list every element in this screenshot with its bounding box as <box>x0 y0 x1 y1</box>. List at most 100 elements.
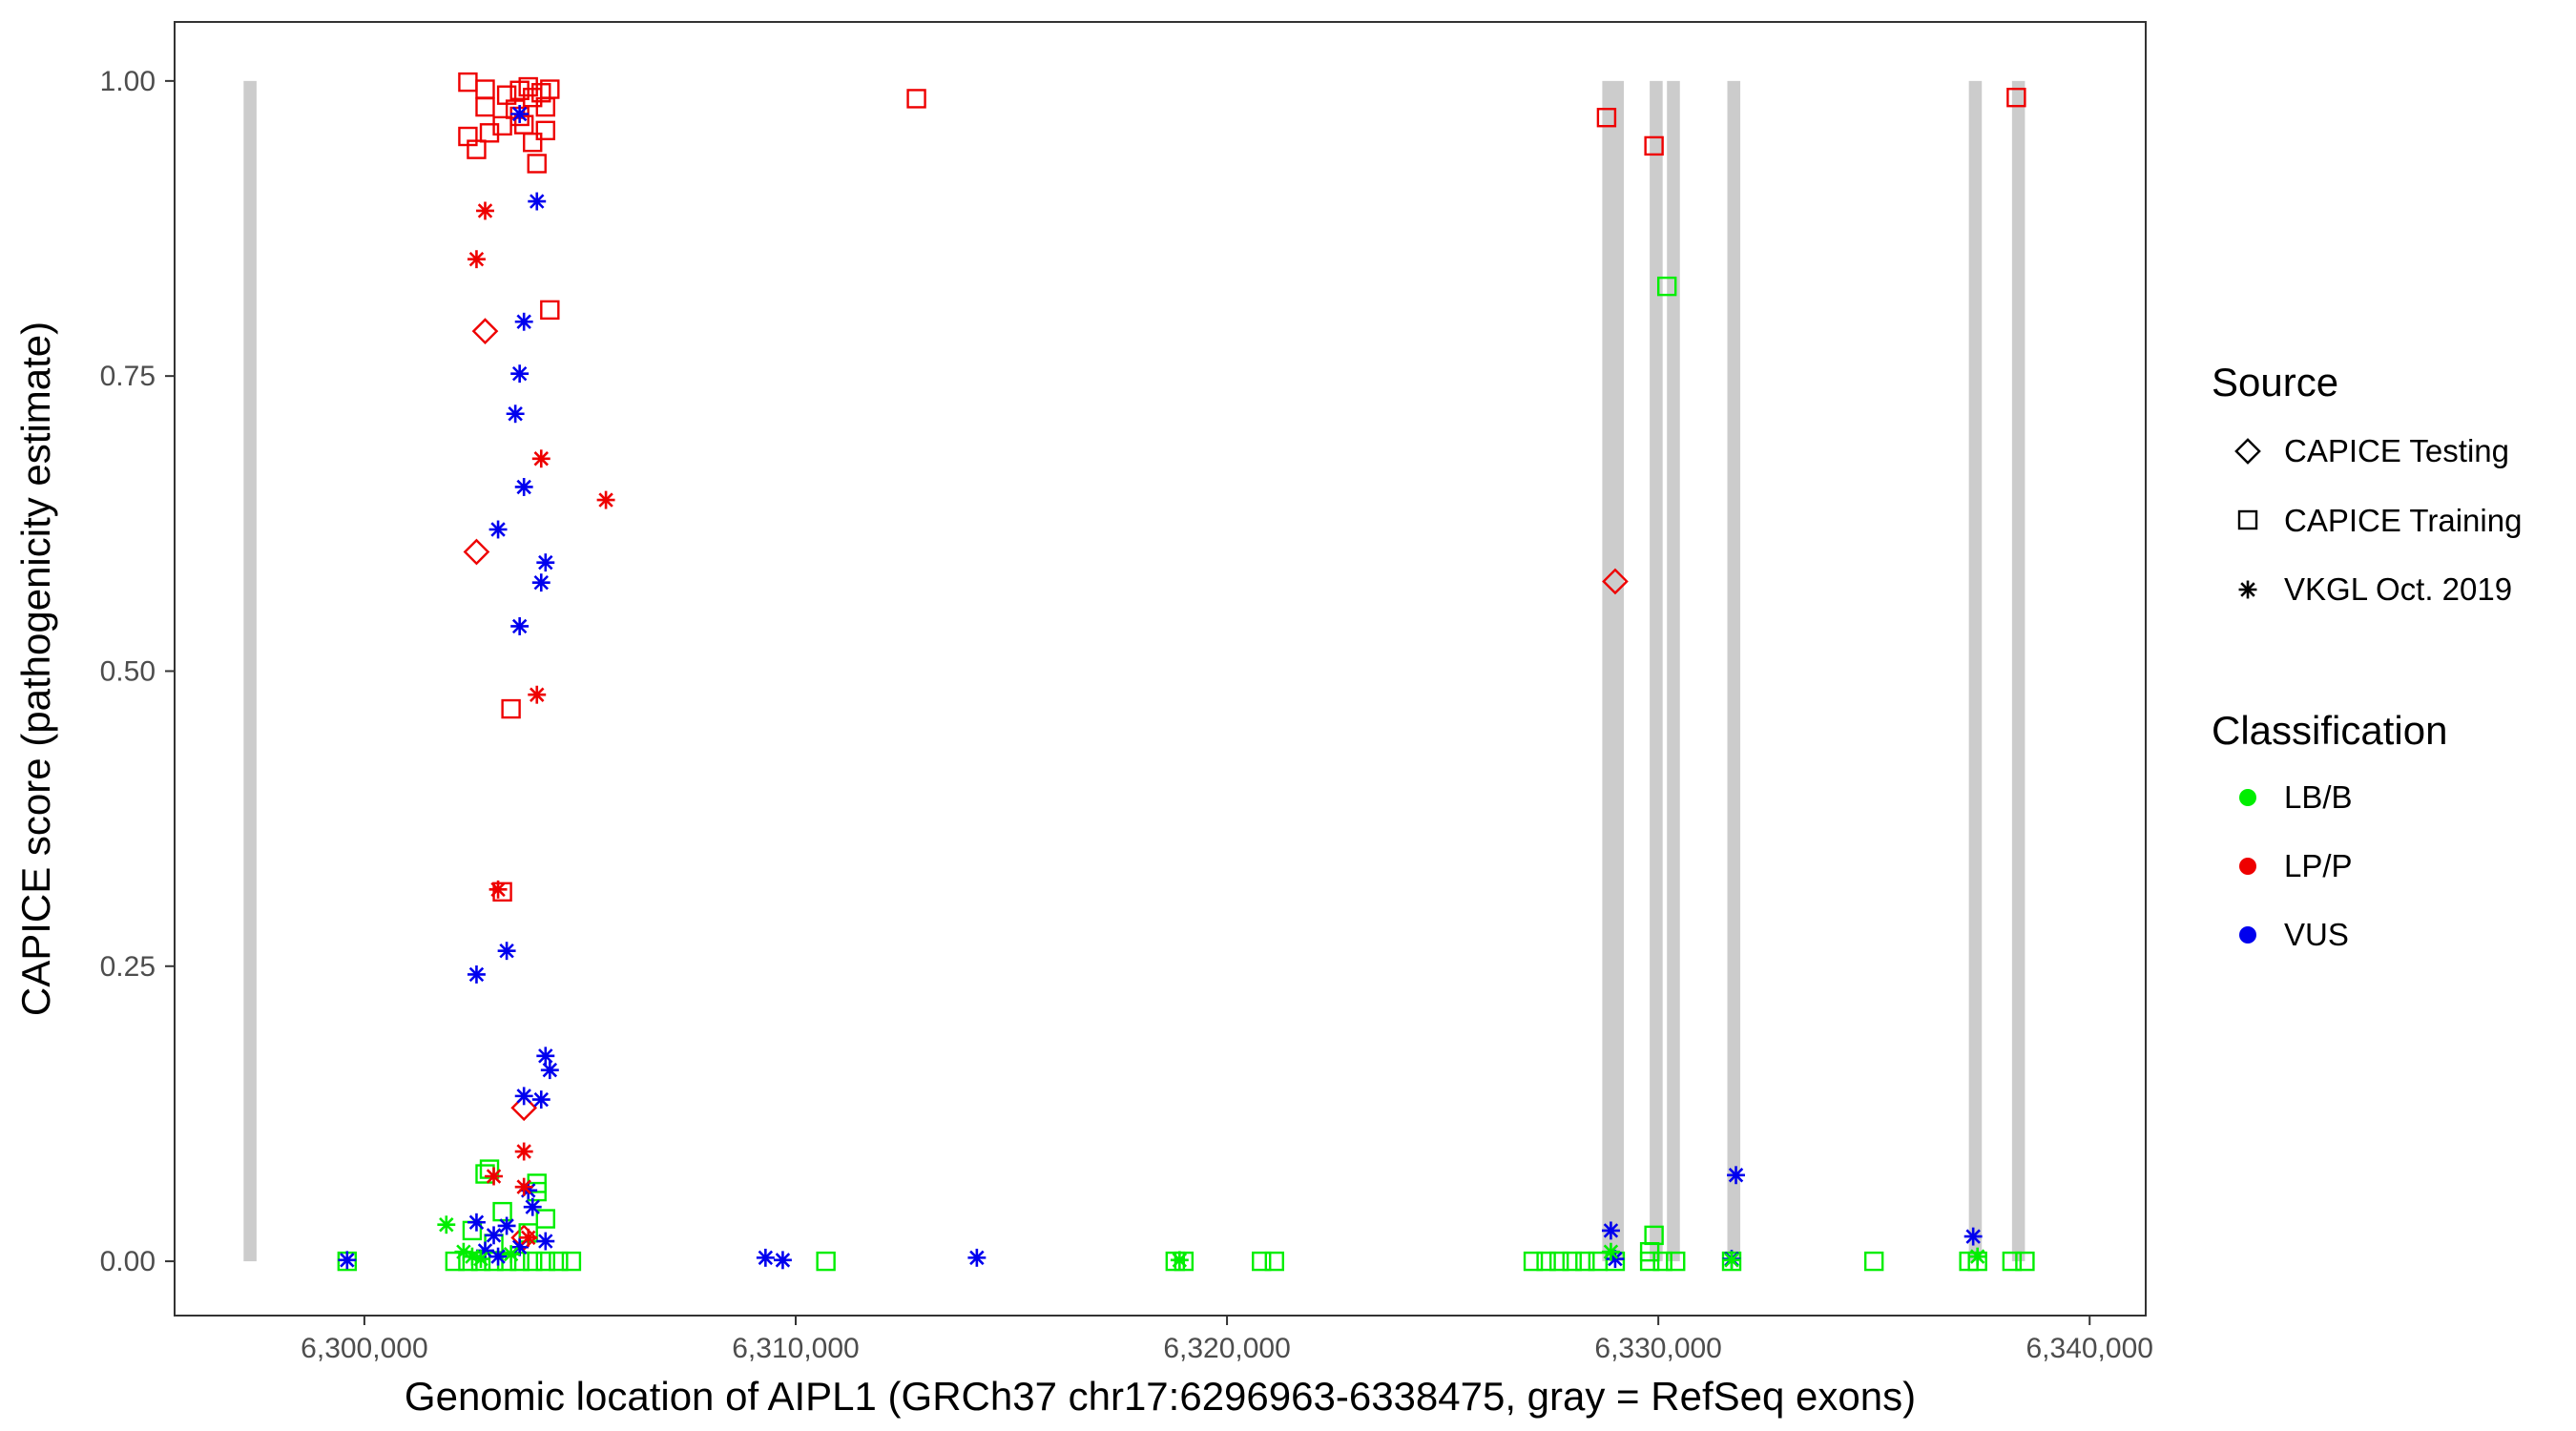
x-tick-label: 6,310,000 <box>732 1333 859 1364</box>
x-axis-title: Genomic location of AIPL1 (GRCh37 chr17:… <box>405 1374 1916 1419</box>
data-point <box>536 1047 555 1066</box>
data-point <box>476 201 494 220</box>
legend-class-symbols <box>2239 789 2256 944</box>
data-point <box>596 490 615 509</box>
data-point <box>561 1251 582 1272</box>
data-point <box>1575 1251 1595 1272</box>
data-point <box>816 1251 836 1272</box>
legend-source-symbols <box>2234 438 2261 599</box>
data-point <box>906 89 926 109</box>
data-point <box>540 300 560 321</box>
exon-band-1 <box>243 80 257 1262</box>
x-tick-label: 6,320,000 <box>1163 1333 1290 1364</box>
exon-band-6 <box>1968 80 1983 1262</box>
legend-symbol-asterisk <box>2238 580 2257 599</box>
y-tick-label: 0.50 <box>100 655 156 687</box>
data-point <box>485 1167 503 1186</box>
data-point <box>1548 1251 1569 1272</box>
data-point <box>471 318 499 345</box>
data-point <box>467 250 486 269</box>
data-point <box>467 139 487 159</box>
data-point <box>475 96 495 117</box>
legend-item-vkgl: VKGL Oct. 2019 <box>2284 571 2512 607</box>
data-point <box>497 942 516 961</box>
exon-band-4 <box>1667 80 1680 1262</box>
data-point <box>1963 1227 1983 1246</box>
legend-item-capice-testing: CAPICE Testing <box>2284 433 2509 468</box>
data-point <box>527 154 547 174</box>
data-point <box>338 1251 357 1270</box>
data-point <box>485 1226 503 1245</box>
data-point <box>467 964 486 984</box>
data-point <box>510 617 530 635</box>
data-point <box>535 1209 555 1229</box>
data-point <box>471 1250 490 1269</box>
data-point <box>1536 1251 1556 1272</box>
data-point <box>1639 1251 1660 1272</box>
y-tick-label: 0.00 <box>100 1246 156 1277</box>
data-point <box>523 1197 542 1216</box>
data-point <box>967 1248 987 1267</box>
data-point <box>531 1090 551 1110</box>
legend-item-lbb: LB/B <box>2284 779 2353 815</box>
data-point <box>1601 1242 1620 1261</box>
data-point <box>2006 87 2026 108</box>
data-point <box>2002 1251 2023 1272</box>
data-point <box>518 76 538 97</box>
data-point <box>1170 1251 1189 1270</box>
data-point <box>1727 1166 1745 1185</box>
data-point <box>531 573 551 592</box>
data-point <box>479 1159 500 1179</box>
exon-band-2 <box>1602 80 1624 1262</box>
x-axis: 6,300,000 6,310,000 6,320,000 6,330,000 6,34… <box>301 1316 2153 1364</box>
legend-classification-title: Classification <box>2212 708 2447 753</box>
plot-panel-border <box>174 21 2147 1317</box>
data-point <box>535 1251 555 1272</box>
data-point <box>528 685 547 704</box>
data-point <box>492 881 512 902</box>
data-point <box>549 1251 569 1272</box>
exon-band-7 <box>2011 80 2025 1262</box>
data-point <box>514 1177 533 1196</box>
data-point <box>536 1232 555 1251</box>
data-point <box>488 1247 508 1266</box>
data-point <box>1601 1221 1620 1240</box>
y-tick-label: 0.25 <box>100 951 156 983</box>
data-point <box>488 880 508 899</box>
data-point <box>523 132 543 153</box>
data-point <box>1652 1251 1672 1272</box>
data-point <box>523 1251 543 1272</box>
x-tick-label: 6,330,000 <box>1594 1333 1721 1364</box>
exon-band-3 <box>1650 80 1663 1262</box>
legend-source-title: Source <box>2212 360 2338 404</box>
data-point <box>531 449 551 468</box>
legend: Source CAPICE Testing CAPICE Training VK… <box>2212 360 2522 952</box>
data-point <box>1264 1251 1285 1272</box>
data-point <box>519 1228 538 1247</box>
legend-item-vus: VUS <box>2284 917 2349 952</box>
data-point <box>536 553 555 572</box>
data-point <box>1863 1251 1884 1272</box>
exon-band-5 <box>1727 80 1741 1262</box>
y-axis-title: CAPICE score (pathogenicity estimate) <box>13 321 58 1016</box>
exon-bands <box>243 80 2025 1262</box>
y-tick-label: 1.00 <box>100 66 156 97</box>
data-points <box>337 72 2035 1272</box>
data-point <box>497 1216 516 1235</box>
data-point <box>514 478 533 496</box>
data-point <box>501 698 521 719</box>
data-point <box>1722 1251 1741 1270</box>
x-tick-label: 6,300,000 <box>301 1333 427 1364</box>
legend-item-capice-training: CAPICE Training <box>2284 503 2522 538</box>
legend-symbol-dot <box>2239 926 2256 944</box>
data-point <box>1968 1247 1987 1266</box>
data-point <box>756 1248 775 1267</box>
legend-symbol-dot <box>2239 789 2256 806</box>
data-point <box>535 96 555 117</box>
data-point <box>510 364 530 384</box>
data-point <box>540 1061 559 1080</box>
data-point <box>463 538 490 566</box>
data-point <box>1596 108 1617 128</box>
data-point <box>502 1245 521 1264</box>
